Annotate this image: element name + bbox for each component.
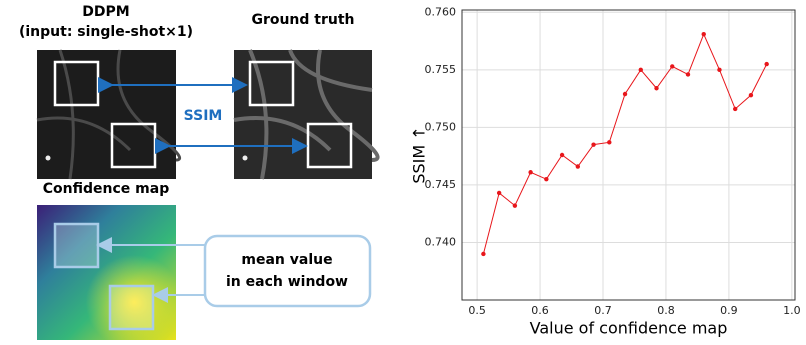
point xyxy=(764,62,768,66)
x-axis-label: Value of confidence map xyxy=(530,319,728,338)
point xyxy=(576,164,580,168)
gt-title: Ground truth xyxy=(251,12,354,28)
conf-title: Confidence map xyxy=(43,181,169,197)
point xyxy=(654,86,658,90)
point xyxy=(481,252,485,256)
ddpm-image xyxy=(37,50,180,179)
x-tick-label: 0.7 xyxy=(594,304,612,317)
y-axis-label: SSIM ↑ xyxy=(410,126,429,183)
point xyxy=(749,93,753,97)
y-tick-label: 0.750 xyxy=(425,120,457,133)
ssim-label: SSIM xyxy=(184,108,223,124)
figure: DDPM (input: single-shot×1) Ground truth… xyxy=(0,0,806,345)
confidence-image xyxy=(37,205,370,340)
point xyxy=(623,92,627,96)
y-tick-label: 0.745 xyxy=(425,178,457,191)
point xyxy=(544,177,548,181)
point xyxy=(733,107,737,111)
point xyxy=(560,153,564,157)
point xyxy=(702,32,706,36)
point xyxy=(528,170,532,174)
point xyxy=(513,203,517,207)
x-tick-label: 0.8 xyxy=(657,304,675,317)
point xyxy=(497,191,501,195)
plot-frame xyxy=(462,10,795,300)
callout-text: in each window xyxy=(226,274,348,290)
point xyxy=(670,64,674,68)
ddpm-subtitle: (input: single-shot×1) xyxy=(19,24,193,40)
y-tick-label: 0.760 xyxy=(425,5,457,18)
x-tick-label: 0.9 xyxy=(720,304,738,317)
callout-text: mean value xyxy=(241,252,332,268)
ddpm-title: DDPM xyxy=(82,4,129,20)
y-tick-label: 0.740 xyxy=(425,235,457,248)
gt-image xyxy=(234,50,378,179)
series-line xyxy=(483,34,766,254)
point xyxy=(591,142,595,146)
point xyxy=(717,68,721,72)
chart: 0.740 0.745 0.750 0.755 0.760 0.5 0.6 0.7 0.8 0.9… xyxy=(410,5,801,337)
point xyxy=(639,68,643,72)
x-tick-label: 0.5 xyxy=(468,304,486,317)
point xyxy=(607,140,611,144)
x-tick-label: 0.6 xyxy=(531,304,549,317)
y-tick-label: 0.755 xyxy=(425,63,457,76)
point xyxy=(686,72,690,76)
x-tick-label: 1.0 xyxy=(783,304,801,317)
